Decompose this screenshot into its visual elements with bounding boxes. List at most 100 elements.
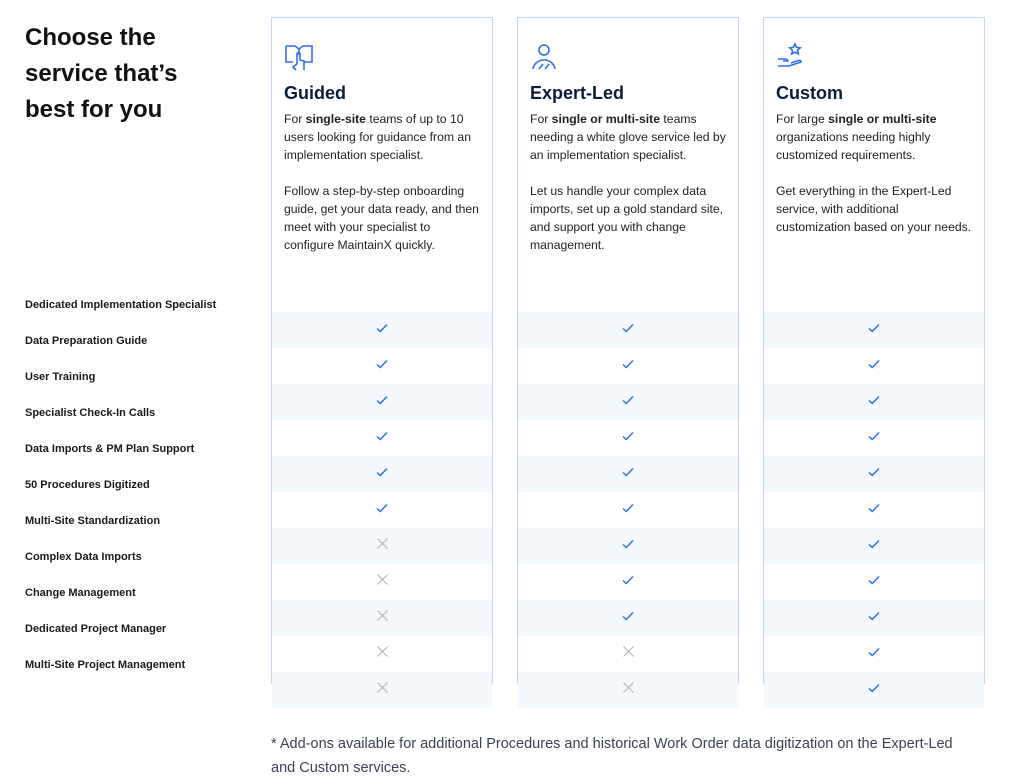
feature-row <box>518 420 738 456</box>
check-icon <box>375 429 389 448</box>
check-icon <box>867 321 881 340</box>
desc-text: For large <box>776 112 829 126</box>
check-icon <box>867 357 881 376</box>
feature-row <box>518 528 738 564</box>
feature-label: User Training <box>25 371 96 383</box>
cross-icon <box>376 681 389 699</box>
hand-star-icon <box>776 42 972 72</box>
check-icon <box>867 429 881 448</box>
desc-bold: single or multi-site <box>828 112 937 126</box>
plan-description: For large single or multi-site organizat… <box>776 110 972 236</box>
check-icon <box>375 465 389 484</box>
plan-card-guided: Guided For single-site teams of up to 10… <box>271 17 493 708</box>
check-icon <box>621 321 635 340</box>
feature-row <box>272 312 492 348</box>
plan-name: Expert-Led <box>530 83 625 103</box>
check-icon <box>867 393 881 412</box>
desc-text: organizations needing highly customized … <box>776 130 931 162</box>
feature-label: Multi-Site Standardization <box>25 515 161 527</box>
feature-row <box>518 456 738 492</box>
feature-label: Dedicated Implementation Specialist <box>25 299 217 311</box>
plan-card-custom: Custom For large single or multi-site or… <box>763 17 985 708</box>
feature-label: Change Management <box>25 587 136 599</box>
feature-label: 50 Procedures Digitized <box>25 479 150 491</box>
feature-row <box>764 348 984 384</box>
feature-row <box>518 492 738 528</box>
feature-row <box>518 564 738 600</box>
check-icon <box>621 357 635 376</box>
check-icon <box>621 429 635 448</box>
feature-row <box>272 420 492 456</box>
cross-icon <box>622 645 635 663</box>
feature-row <box>764 384 984 420</box>
desc-text: For <box>530 112 552 126</box>
check-icon <box>375 357 389 376</box>
feature-label: Data Imports & PM Plan Support <box>25 443 195 455</box>
feature-row <box>518 384 738 420</box>
footnote: * Add-ons available for additional Proce… <box>271 736 953 776</box>
plan-name: Custom <box>776 83 843 103</box>
plan-description: For single or multi-site teams needing a… <box>530 110 726 254</box>
feature-label: Data Preparation Guide <box>25 335 148 347</box>
feature-row <box>764 420 984 456</box>
check-icon <box>867 681 881 700</box>
feature-row <box>764 312 984 348</box>
feature-row <box>518 348 738 384</box>
feature-row <box>764 492 984 528</box>
cross-icon <box>376 537 389 555</box>
plan-name: Guided <box>284 83 346 103</box>
feature-label: Complex Data Imports <box>25 551 142 563</box>
feature-row <box>272 672 492 708</box>
check-icon <box>867 645 881 664</box>
feature-row <box>272 384 492 420</box>
feature-row <box>518 636 738 672</box>
cross-icon <box>622 681 635 699</box>
desc-text: teams needing a white glove service led … <box>530 112 726 162</box>
feature-label: Specialist Check-In Calls <box>25 407 156 419</box>
feature-row <box>272 636 492 672</box>
desc-bold: single-site <box>305 112 366 126</box>
feature-row <box>272 564 492 600</box>
feature-row <box>272 456 492 492</box>
feature-label: Dedicated Project Manager <box>25 623 167 635</box>
check-icon <box>867 501 881 520</box>
page-title: Choose the service that’s best for you <box>25 24 178 123</box>
feature-row <box>272 348 492 384</box>
plan-description: For single-site teams of up to 10 users … <box>284 110 480 254</box>
feature-row <box>764 564 984 600</box>
desc-text: teams of up to 10 users looking for guid… <box>284 112 471 162</box>
check-icon <box>867 537 881 556</box>
feature-row <box>272 528 492 564</box>
check-icon <box>867 609 881 628</box>
feature-row <box>764 600 984 636</box>
feature-row <box>272 492 492 528</box>
desc-detail: Let us handle your complex data imports,… <box>530 184 724 252</box>
check-icon <box>621 501 635 520</box>
desc-detail: Follow a step-by-step onboarding guide, … <box>284 184 479 252</box>
feature-row <box>764 672 984 708</box>
book-hand-icon <box>284 42 480 72</box>
person-icon <box>530 42 726 72</box>
feature-row <box>764 636 984 672</box>
check-icon <box>621 609 635 628</box>
feature-row <box>518 312 738 348</box>
check-icon <box>375 501 389 520</box>
check-icon <box>621 537 635 556</box>
feature-labels: Dedicated Implementation Specialist Data … <box>25 287 216 683</box>
plan-card-expert-led: Expert-Led For single or multi-site team… <box>517 17 739 708</box>
check-icon <box>867 465 881 484</box>
cross-icon <box>376 609 389 627</box>
cross-icon <box>376 645 389 663</box>
feature-row <box>764 456 984 492</box>
check-icon <box>375 321 389 340</box>
check-icon <box>375 393 389 412</box>
desc-bold: single or multi-site <box>551 112 661 126</box>
feature-row <box>764 528 984 564</box>
desc-detail: Get everything in the Expert-Led service… <box>776 184 972 234</box>
check-icon <box>867 573 881 592</box>
cross-icon <box>376 573 389 591</box>
check-icon <box>621 393 635 412</box>
feature-row <box>518 672 738 708</box>
check-icon <box>621 465 635 484</box>
feature-row <box>272 600 492 636</box>
